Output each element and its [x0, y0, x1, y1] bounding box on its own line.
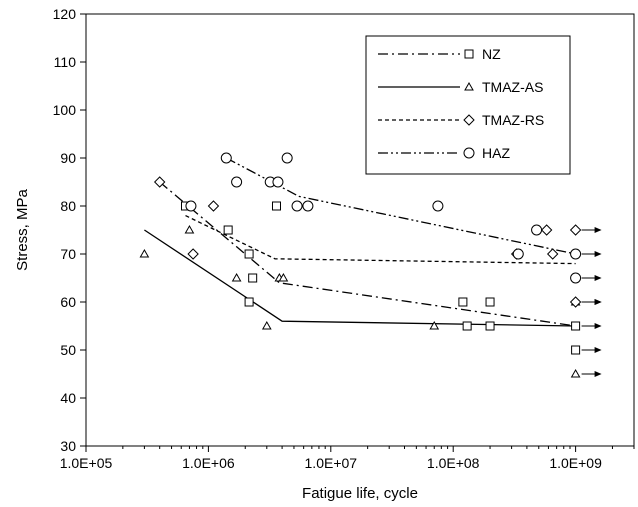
legend-marker-tmaz-as — [464, 81, 474, 91]
point-nz — [223, 225, 233, 235]
y-tick-label: 50 — [60, 342, 76, 358]
point-nz — [571, 321, 581, 331]
point-tmaz-as — [278, 272, 289, 282]
point-tmaz-rs — [540, 224, 553, 236]
runout-arrowhead-tmaz-rs — [594, 299, 602, 305]
y-tick-label: 100 — [53, 102, 77, 118]
point-haz — [185, 200, 197, 212]
point-tmaz-rs — [546, 248, 559, 260]
point-haz — [281, 152, 293, 164]
point-haz — [272, 176, 284, 188]
point-haz — [570, 248, 582, 260]
x-tick-label: 1.0E+07 — [305, 455, 358, 471]
x-axis: 1.0E+05 1.0E+06 1.0E+07 1.0E+08 1.0E+09 — [60, 446, 635, 471]
point-tmaz-rs — [569, 224, 582, 236]
x-tick-label: 1.0E+08 — [427, 455, 480, 471]
point-nz — [571, 345, 581, 355]
data-markers — [139, 152, 582, 378]
runout-arrowhead-haz — [594, 275, 602, 281]
point-haz — [531, 224, 543, 236]
point-tmaz-as — [139, 248, 150, 258]
point-tmaz-as — [570, 368, 581, 378]
runout-arrowhead-nz — [594, 323, 602, 329]
point-tmaz-as — [231, 272, 242, 282]
y-tick-label: 90 — [60, 150, 76, 166]
legend-marker-haz — [463, 147, 475, 159]
y-tick-label: 60 — [60, 294, 76, 310]
point-nz — [485, 297, 495, 307]
fit-line-haz — [225, 157, 576, 255]
y-axis-title: Stress, MPa — [14, 188, 31, 270]
point-tmaz-as — [429, 320, 440, 330]
legend-label-tmaz-as: TMAZ-AS — [482, 79, 543, 95]
legend-label-haz: HAZ — [482, 145, 510, 161]
y-axis: 30 40 50 60 70 80 90 100 110 120 — [53, 6, 86, 454]
point-tmaz-rs — [153, 176, 166, 188]
point-haz — [291, 200, 303, 212]
point-nz — [248, 273, 258, 283]
y-tick-label: 80 — [60, 198, 76, 214]
point-tmaz-rs — [207, 200, 220, 212]
y-tick-label: 40 — [60, 390, 76, 406]
y-tick-label: 120 — [53, 6, 77, 22]
fit-lines — [144, 157, 576, 327]
point-nz — [271, 201, 281, 211]
point-nz — [244, 249, 254, 259]
point-haz — [302, 200, 314, 212]
point-tmaz-as — [184, 224, 195, 234]
legend-label-nz: NZ — [482, 46, 501, 62]
point-tmaz-rs — [187, 248, 199, 260]
point-tmaz-rs — [569, 296, 582, 308]
legend-label-tmaz-rs: TMAZ-RS — [482, 112, 544, 128]
point-haz — [512, 248, 524, 260]
point-tmaz-as — [261, 320, 272, 330]
point-nz — [485, 321, 495, 331]
legend-marker-tmaz-rs — [463, 114, 475, 126]
y-tick-label: 30 — [60, 438, 76, 454]
runout-arrowhead-tmaz-rs — [594, 227, 602, 233]
fit-line-tmaz-rs — [185, 215, 576, 265]
y-tick-label: 110 — [54, 54, 77, 70]
legend: NZ TMAZ-AS TMAZ-RS HAZ — [365, 35, 571, 175]
x-axis-title: Fatigue life, cycle — [302, 485, 418, 502]
point-nz — [462, 321, 472, 331]
y-tick-label: 70 — [60, 246, 76, 262]
point-haz — [570, 272, 582, 284]
x-tick-label: 1.0E+05 — [60, 455, 113, 471]
runout-arrowhead-nz — [594, 347, 602, 353]
legend-marker-nz — [464, 49, 474, 59]
point-haz — [220, 152, 232, 164]
point-haz — [432, 200, 444, 212]
point-nz — [244, 297, 254, 307]
runout-arrows — [581, 227, 602, 377]
point-nz — [458, 297, 468, 307]
fit-line-tmaz-as — [144, 229, 576, 327]
x-tick-label: 1.0E+09 — [549, 455, 602, 471]
runout-arrowhead-tmaz-as — [594, 371, 602, 377]
x-tick-label: 1.0E+06 — [182, 455, 235, 471]
point-haz — [231, 176, 243, 188]
runout-arrowhead-haz — [594, 251, 602, 257]
